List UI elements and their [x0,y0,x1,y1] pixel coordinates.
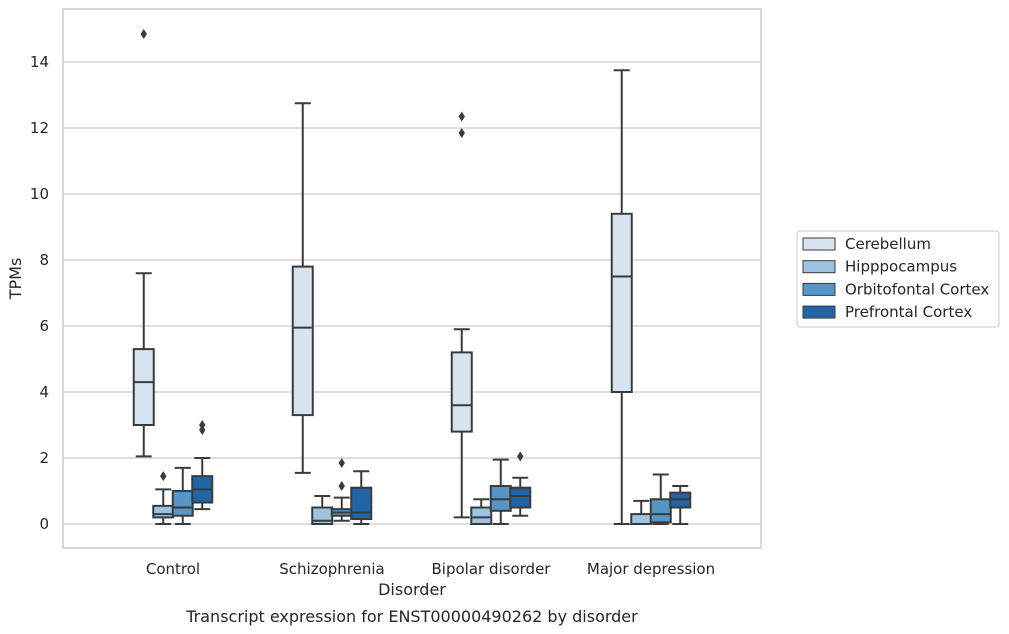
x-tick-label: Schizophrenia [279,560,384,578]
box-hipppocampus [152,471,175,525]
chart-caption: Transcript expression for ENST0000049026… [185,607,638,626]
box-orbitofontal-cortex [171,466,194,525]
box-body [509,486,532,509]
legend-label: Orbitofontal Cortex [845,280,989,298]
y-axis-ticks: 0 2 4 6 8 10 12 14 [30,53,49,533]
outlier-point [160,471,167,482]
outlier-point [458,127,465,138]
box-body [610,212,633,393]
legend: Cerebellum Hipppocampus Orbitofontal Corte… [796,230,1000,328]
outlier-point [517,451,524,462]
y-tick-label: 6 [39,317,49,335]
box-prefrontal-cortex [350,470,373,525]
x-axis-label: Disorder [378,580,446,599]
legend-swatch [802,237,836,251]
box-orbitofontal-cortex [489,458,512,525]
y-tick-label: 0 [39,515,49,533]
outlier-point [458,111,465,122]
legend-label: Prefrontal Cortex [845,303,972,321]
legend-frame [796,230,1000,328]
box-cerebellum [132,28,155,458]
plot-area-frame [62,8,762,549]
box-hipppocampus [311,494,334,525]
y-tick-label: 4 [39,383,49,401]
y-tick-label: 14 [30,53,49,71]
box-body [152,504,175,519]
outlier-point [199,420,206,430]
legend-label: Cerebellum [845,235,931,253]
y-tick-label: 12 [30,119,49,137]
legend-swatch [802,305,836,319]
box-body [450,351,473,433]
x-tick-label: Major depression [587,560,715,578]
y-tick-label: 10 [30,185,49,203]
x-tick-label: Control [146,560,200,578]
legend-label: Hipppocampus [845,258,957,276]
gridlines [63,61,761,525]
legend-swatch [802,282,836,296]
box-body [132,348,155,427]
box-body [649,498,672,524]
outlier-point [140,28,147,39]
y-tick-label: 2 [39,449,49,467]
box-prefrontal-cortex [509,451,532,517]
box-hipppocampus [470,498,493,525]
box-body [171,490,194,517]
box-cerebellum [450,111,473,519]
x-axis-ticks: Control Schizophrenia Bipolar disorder Majo… [146,560,715,578]
box-body [291,265,314,417]
boxes [132,28,692,525]
box-cerebellum [610,69,633,525]
box-hipppocampus [630,499,653,525]
box-cerebellum [291,102,314,474]
y-tick-label: 8 [39,251,49,269]
y-axis-label: TPMs [6,258,25,301]
box-prefrontal-cortex [191,420,214,511]
legend-swatch [802,260,836,274]
outlier-point [338,481,345,492]
box-body [470,506,493,525]
box-body [350,486,373,521]
box-prefrontal-cortex [669,485,692,525]
outlier-point [338,457,345,468]
x-tick-label: Bipolar disorder [432,560,552,578]
box-orbitofontal-cortex [330,457,353,522]
box-orbitofontal-cortex [649,473,672,525]
box-body [630,513,653,525]
